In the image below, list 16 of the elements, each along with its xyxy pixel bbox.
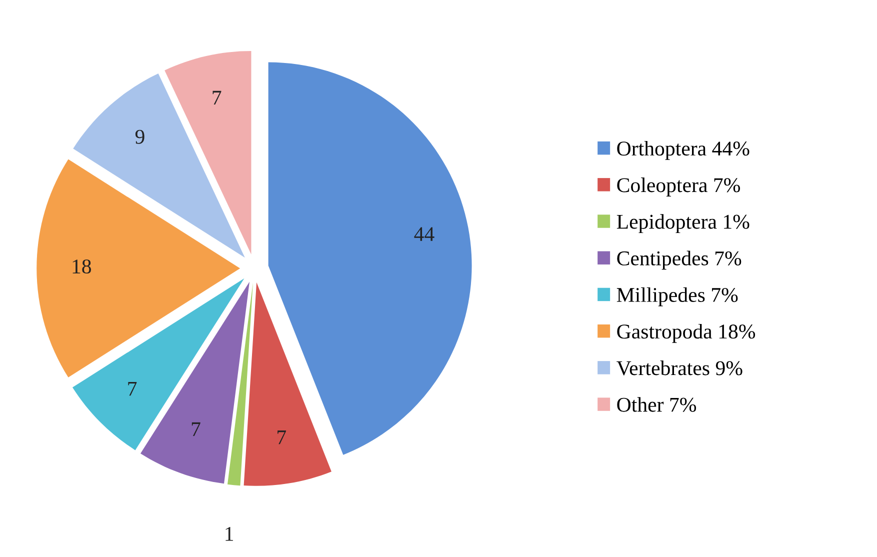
data-label: 7 [278,430,286,444]
data-label: 1 [226,526,234,541]
data-label: 9 [135,130,144,144]
legend-label: Orthoptera 44% [617,140,750,160]
legend-label: Coleoptera 7% [617,178,740,196]
data-label: 7 [212,90,222,105]
data-label: 18 [72,259,92,274]
data-label: 7 [192,422,200,436]
data-label: 44 [414,227,434,241]
legend-label: Vertebrates 9% [616,360,742,376]
data-label: 7 [128,382,137,396]
legend-label: Millipedes 7% [616,287,738,306]
legend-label: Other 7% [617,397,696,412]
legend-label: Gastropoda 18% [617,324,756,343]
legend-label: Centipedes 7% [617,250,742,270]
legend-label: Lepidoptera 1% [616,214,750,234]
